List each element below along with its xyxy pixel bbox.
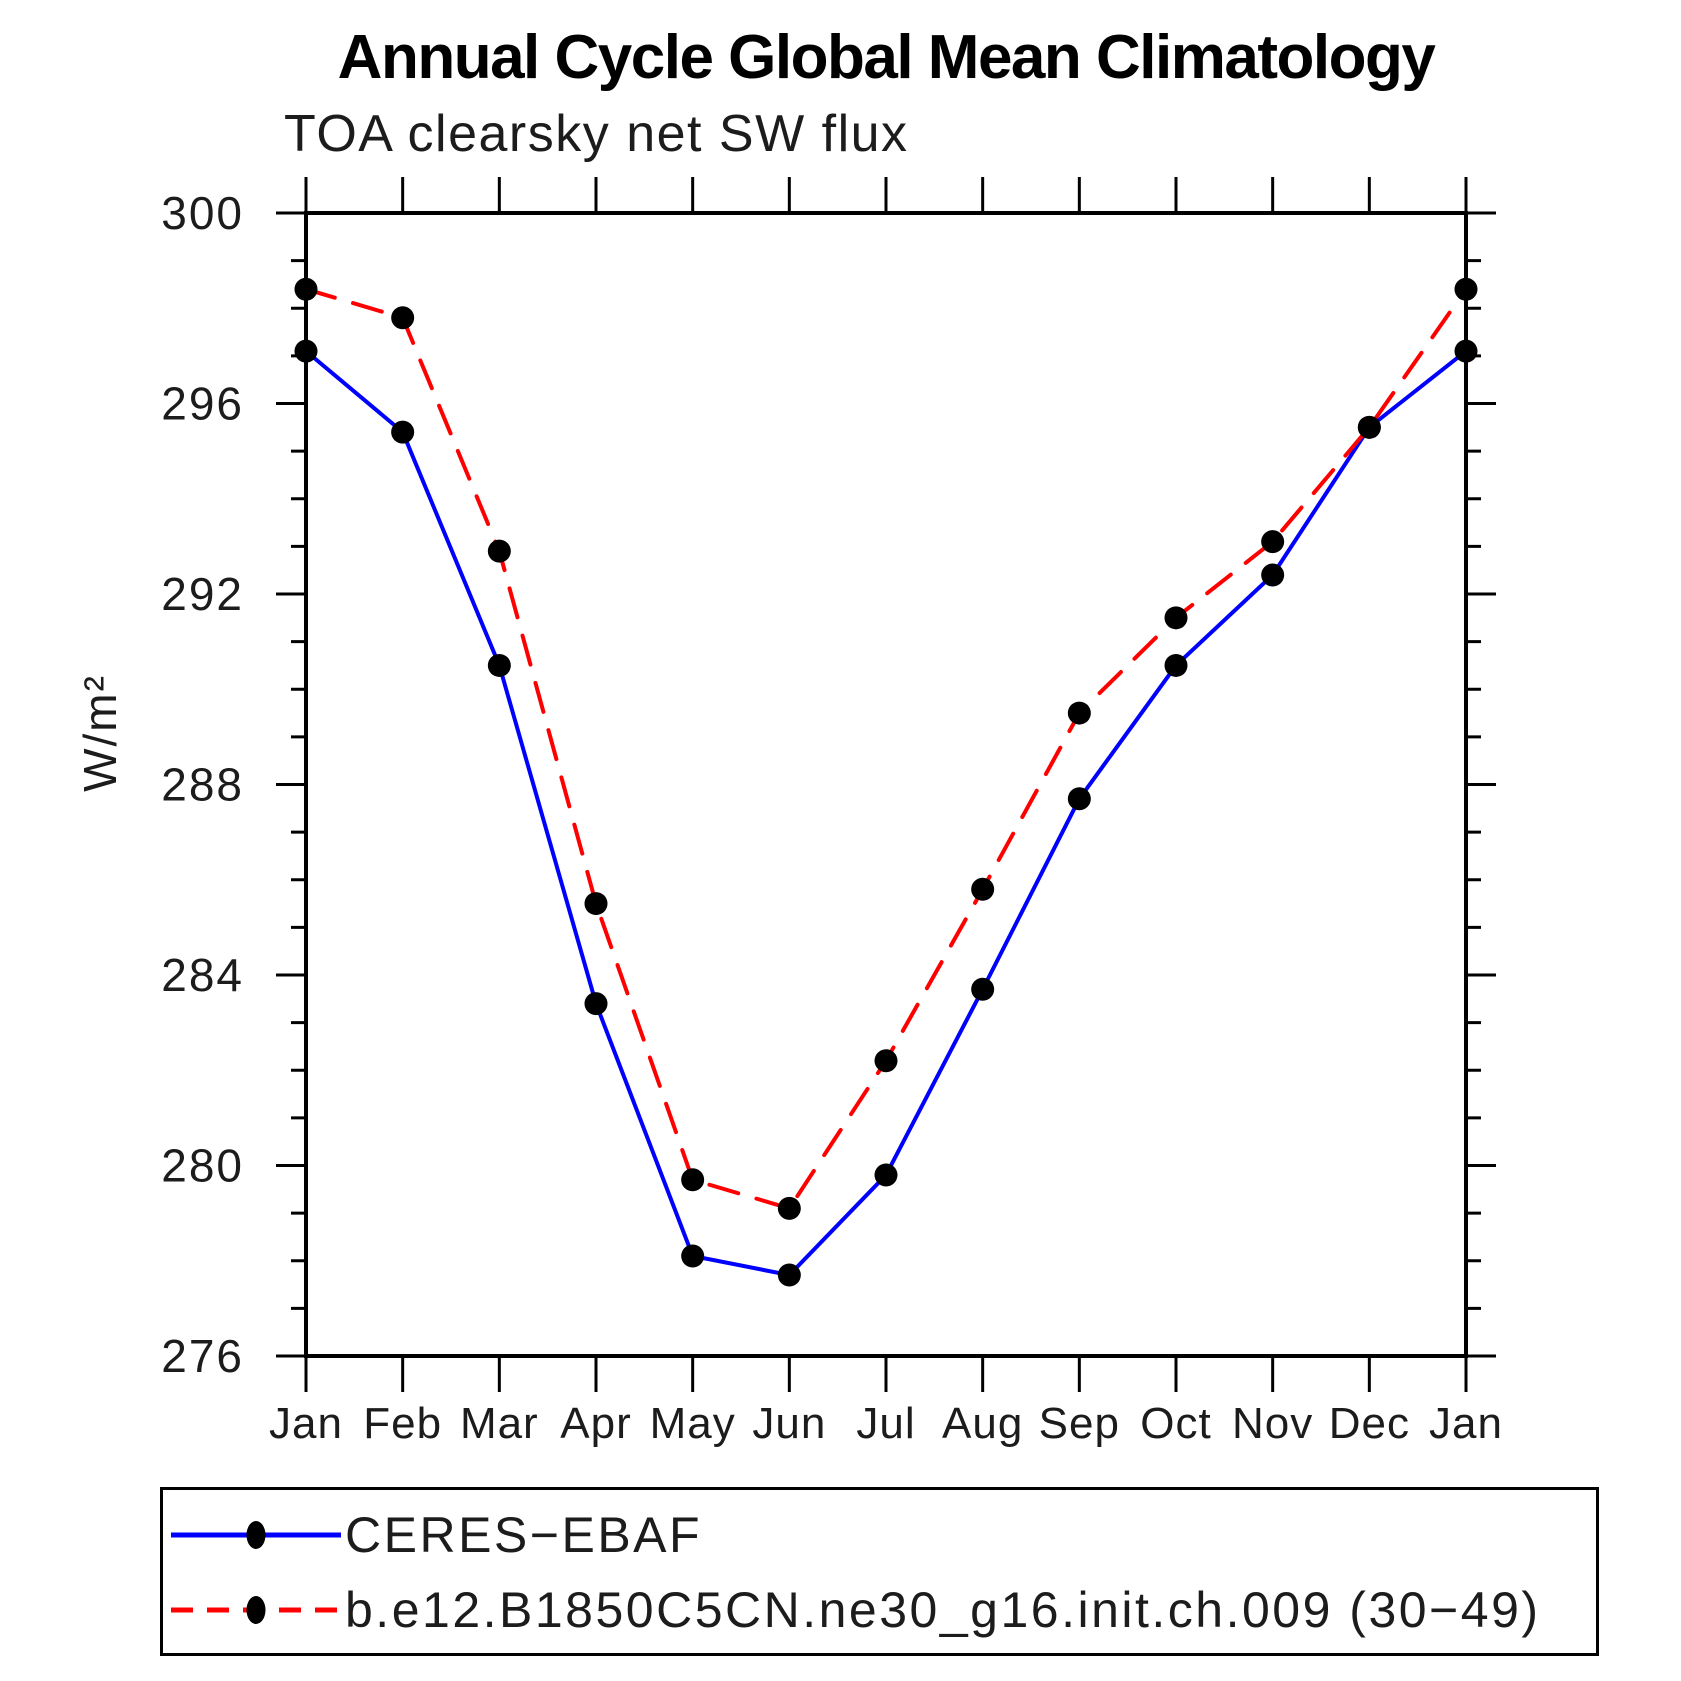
data-point: [1261, 563, 1285, 587]
data-point: [1067, 701, 1091, 725]
data-point: [777, 1263, 801, 1287]
chart-subtitle: TOA clearsky net SW flux: [284, 105, 909, 163]
legend-item: CERES−EBAF: [171, 1507, 702, 1563]
legend-marker-dot: [246, 1596, 266, 1624]
y-tick-label: 296: [161, 378, 244, 430]
data-point: [874, 1163, 898, 1187]
legend-label: b.e12.B1850C5CN.ne30_g16.init.ch.009 (30…: [345, 1582, 1541, 1638]
data-point: [294, 277, 318, 301]
data-point: [1067, 787, 1091, 811]
x-tick-label: Nov: [1232, 1399, 1313, 1448]
y-tick-label: 284: [161, 949, 244, 1001]
data-point: [1164, 606, 1188, 630]
data-point: [777, 1196, 801, 1220]
data-point: [1261, 530, 1285, 554]
data-point: [1454, 339, 1478, 363]
x-tick-label: Mar: [460, 1399, 539, 1448]
x-tick-label: Sep: [1039, 1399, 1120, 1448]
data-point: [584, 992, 608, 1016]
legend-label: CERES−EBAF: [345, 1507, 703, 1563]
data-point: [681, 1244, 705, 1268]
legend-item: b.e12.B1850C5CN.ne30_g16.init.ch.009 (30…: [171, 1582, 1541, 1638]
x-tick-label: Jul: [856, 1399, 915, 1448]
y-tick-label: 276: [161, 1330, 244, 1382]
x-tick-label: Jan: [269, 1399, 343, 1448]
data-point: [584, 892, 608, 916]
data-point: [487, 653, 511, 677]
x-tick-label: Apr: [560, 1399, 631, 1448]
y-tick-label: 300: [161, 187, 244, 239]
data-point: [971, 977, 995, 1001]
series-line-0: [304, 349, 1468, 1278]
x-tick-label: Jun: [752, 1399, 826, 1448]
legend-marker-dot: [246, 1521, 266, 1549]
legend-line-sample: [171, 1596, 341, 1624]
x-tick-label: Aug: [942, 1399, 1023, 1448]
data-point: [874, 1049, 898, 1073]
data-point: [391, 306, 415, 330]
y-tick-label: 280: [161, 1140, 244, 1192]
data-point: [391, 420, 415, 444]
x-tick-label: Feb: [363, 1399, 442, 1448]
data-point: [681, 1168, 705, 1192]
data-point: [1454, 277, 1478, 301]
data-point: [1164, 653, 1188, 677]
x-tick-label: Oct: [1140, 1399, 1211, 1448]
x-tick-label: May: [650, 1399, 736, 1448]
data-point: [971, 877, 995, 901]
data-point: [1357, 415, 1381, 439]
x-tick-label: Jan: [1429, 1399, 1503, 1448]
y-tick-label: 292: [161, 568, 244, 620]
legend-box: CERES−EBAF b.e12.B1850C5CN.ne30_g16.init.…: [160, 1487, 1599, 1656]
data-point: [487, 539, 511, 563]
chart-title: Annual Cycle Global Mean Climatology: [337, 23, 1436, 92]
x-tick-label: Dec: [1329, 1399, 1410, 1448]
legend-line-sample: [171, 1521, 341, 1549]
y-tick-label: 288: [161, 759, 244, 811]
data-point: [294, 339, 318, 363]
